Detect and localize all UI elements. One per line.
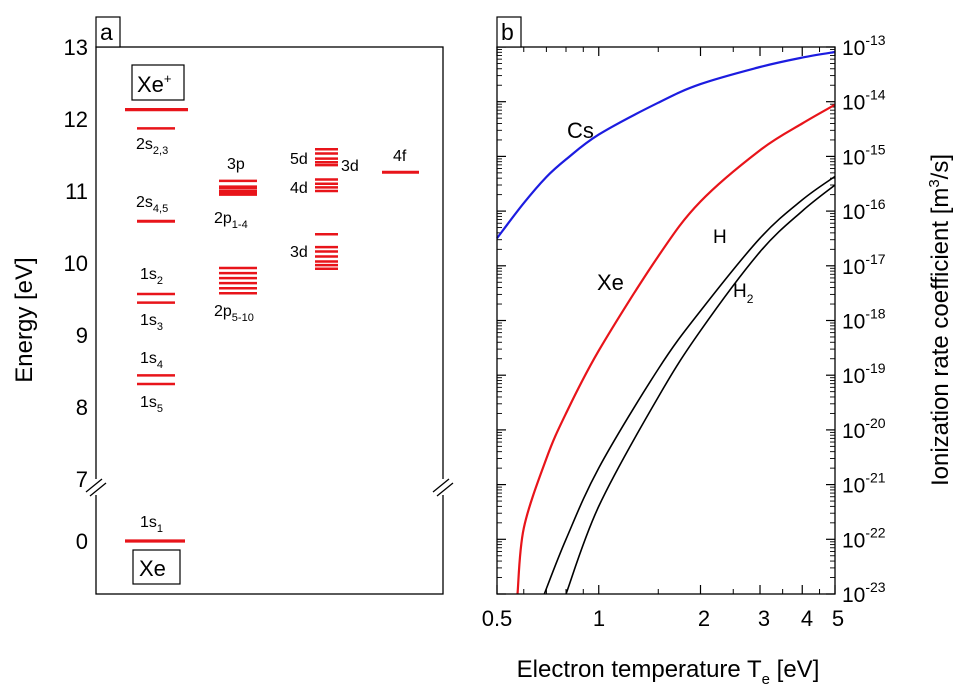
ytick-label: 11: [65, 179, 88, 204]
panel-b-frame: [496, 46, 836, 595]
ytick-label: 10-17: [842, 251, 886, 279]
ytick-label: 10-14: [842, 87, 886, 115]
panel-b-curves: [496, 50, 836, 595]
axis-break-right-gap: [436, 479, 450, 495]
ytick-label: 0: [76, 529, 88, 554]
panel-b-rate-chart: b Cs Xe H H2 0.5 1 2 3 4 5 Electron temp…: [482, 16, 954, 688]
axis-break-mark: [89, 482, 107, 497]
panel-b-xlabel: Electron temperature Te [eV]: [517, 656, 820, 688]
ytick-label: 10-19: [842, 360, 886, 388]
level-label-5d: 5d: [290, 151, 308, 168]
ytick-label: 9: [76, 323, 88, 348]
xe-ion-label: Xe+: [137, 71, 172, 97]
axis-break-mark: [436, 482, 454, 497]
panel-a-ylabel: Energy [eV]: [11, 257, 38, 382]
xtick-label: 0.5: [482, 606, 513, 631]
panel-a-frame: [95, 46, 444, 595]
panel-b-ylabel: Ionization rate coefficient [m3/s]: [926, 154, 954, 486]
axis-break-mark: [432, 478, 450, 493]
ytick-label: 8: [76, 395, 88, 420]
xe-atom-box: [132, 549, 181, 585]
level-label-4d: 4d: [290, 180, 308, 197]
axis-break-left-gap: [90, 479, 104, 495]
ytick-label: 10-15: [842, 141, 886, 169]
level-label-3d: 3d: [290, 244, 308, 261]
ytick-label: 10-16: [842, 196, 886, 224]
series-line-h: [543, 175, 836, 595]
curve-label-cs: Cs: [567, 118, 594, 143]
level-label-3d-right: 3d: [341, 158, 359, 175]
level-label-2p510: 2p5-10: [214, 303, 254, 324]
ytick-label: 10-13: [842, 32, 886, 60]
curve-label-xe: Xe: [597, 270, 624, 295]
xe-ion-box: [131, 64, 185, 101]
panel-b-tag-box: [496, 16, 522, 48]
xtick-label: 5: [832, 606, 844, 631]
level-label-2s45: 2s4,5: [136, 194, 168, 215]
ytick-label: 10-22: [842, 524, 886, 552]
ytick-label: 13: [64, 35, 88, 60]
level-label-1s3: 1s3: [140, 312, 163, 333]
ytick-label: 10-18: [842, 306, 886, 334]
energy-levels: [125, 108, 419, 543]
level-label-3p: 3p: [227, 156, 245, 173]
curve-label-h: H: [713, 227, 727, 248]
axis-break-mark: [85, 478, 103, 493]
level-label-1s5: 1s5: [140, 394, 163, 415]
xtick-label: 1: [593, 606, 605, 631]
ytick-label: 10-21: [842, 470, 886, 498]
level-label-2s23: 2s2,3: [136, 136, 168, 157]
xe-atom-label: Xe: [139, 556, 166, 581]
level-label-2p14: 2p1-4: [214, 210, 248, 231]
xtick-label: 2: [698, 606, 710, 631]
xtick-label: 4: [801, 606, 813, 631]
level-label-1s4: 1s4: [140, 350, 163, 371]
ytick-label: 7: [76, 467, 88, 492]
series-line-cs: [496, 50, 836, 239]
ytick-label: 10-20: [842, 415, 886, 443]
panel-a-tag-box: [95, 16, 121, 48]
panel-a-tag: a: [100, 19, 113, 45]
level-label-1s2: 1s2: [140, 266, 163, 287]
panel-a-energy-diagram: a Energy [eV] 13 12 11 10 9 8 7 0 Xe+ Xe…: [11, 16, 454, 595]
curve-label-h2: H2: [733, 281, 754, 306]
panel-b-tag: b: [501, 19, 514, 45]
ytick-label: 12: [64, 107, 88, 132]
series-line-h2: [565, 184, 836, 595]
panel-b-ticks: [496, 46, 836, 595]
panel-b-ytick-labels: 10-13 10-14 10-15 10-16 10-17 10-18 10-19 10-20…: [842, 32, 886, 607]
level-label-1s1: 1s1: [140, 514, 163, 535]
series-line-xe: [516, 103, 836, 595]
ytick-label: 10: [64, 251, 88, 276]
ytick-label: 10-23: [842, 579, 886, 607]
level-label-4f: 4f: [393, 148, 407, 165]
xtick-label: 3: [758, 606, 770, 631]
